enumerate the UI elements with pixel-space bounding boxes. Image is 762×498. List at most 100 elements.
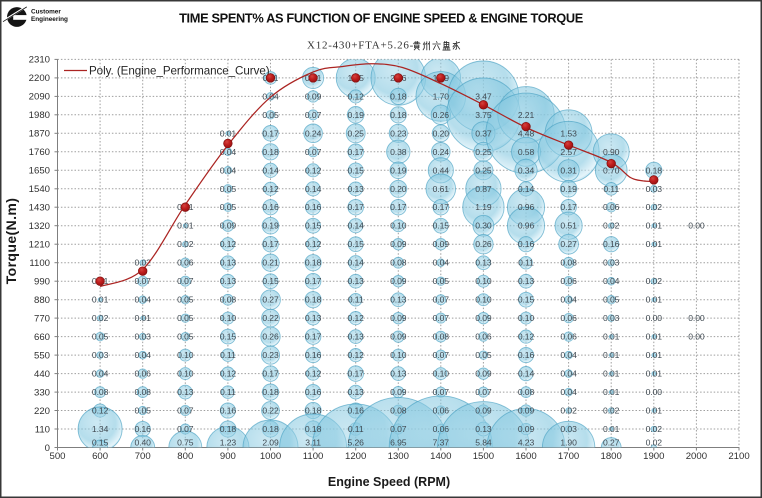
svg-text:880: 880 — [34, 295, 50, 306]
svg-text:0.16: 0.16 — [305, 387, 322, 397]
svg-text:0.10: 0.10 — [475, 295, 492, 305]
svg-text:6.95: 6.95 — [390, 437, 407, 447]
svg-text:0.18: 0.18 — [390, 110, 407, 120]
svg-text:0.16: 0.16 — [262, 202, 279, 212]
svg-text:0.13: 0.13 — [348, 276, 365, 286]
svg-text:0.04: 0.04 — [560, 295, 577, 305]
svg-text:2.57: 2.57 — [560, 147, 577, 157]
svg-text:0.12: 0.12 — [220, 239, 237, 249]
svg-text:0.01: 0.01 — [603, 424, 620, 434]
svg-text:0.10: 0.10 — [177, 350, 194, 360]
svg-text:0.12: 0.12 — [518, 332, 535, 342]
svg-text:800: 800 — [177, 451, 193, 462]
svg-text:0.13: 0.13 — [348, 387, 365, 397]
svg-text:1870: 1870 — [29, 129, 50, 140]
svg-text:900: 900 — [220, 451, 236, 462]
svg-text:1100: 1100 — [29, 258, 50, 269]
svg-text:0.00: 0.00 — [688, 313, 705, 323]
svg-text:660: 660 — [34, 332, 50, 343]
svg-text:0.01: 0.01 — [603, 387, 620, 397]
svg-text:1540: 1540 — [29, 184, 50, 195]
svg-text:0.04: 0.04 — [560, 350, 577, 360]
svg-text:0.07: 0.07 — [433, 350, 450, 360]
svg-text:0.08: 0.08 — [433, 332, 450, 342]
svg-text:0.12: 0.12 — [262, 184, 279, 194]
svg-text:0.04: 0.04 — [135, 350, 152, 360]
svg-text:0.96: 0.96 — [518, 202, 535, 212]
svg-text:TIME SPENT% AS FUNCTION OF ENG: TIME SPENT% AS FUNCTION OF ENGINE SPEED … — [179, 11, 584, 26]
svg-text:0.01: 0.01 — [646, 369, 663, 379]
svg-text:0.05: 0.05 — [177, 295, 194, 305]
svg-text:0.17: 0.17 — [262, 128, 279, 138]
svg-text:0.13: 0.13 — [390, 369, 407, 379]
svg-text:X12-430+FTA+5.26-: X12-430+FTA+5.26- — [307, 39, 414, 51]
svg-text:0.11: 0.11 — [603, 184, 619, 194]
svg-text:0.01: 0.01 — [92, 295, 109, 305]
svg-text:0.27: 0.27 — [560, 239, 577, 249]
svg-text:0.16: 0.16 — [518, 239, 535, 249]
svg-text:0.02: 0.02 — [603, 221, 620, 231]
svg-text:0.21: 0.21 — [262, 258, 279, 268]
svg-text:0.16: 0.16 — [518, 350, 535, 360]
svg-text:0.04: 0.04 — [603, 276, 620, 286]
svg-text:0.09: 0.09 — [518, 406, 535, 416]
svg-text:0.17: 0.17 — [433, 202, 450, 212]
svg-text:0.15: 0.15 — [305, 221, 322, 231]
svg-text:1.70: 1.70 — [433, 91, 450, 101]
svg-text:0.03: 0.03 — [92, 350, 109, 360]
svg-text:0.13: 0.13 — [348, 184, 365, 194]
svg-text:2090: 2090 — [29, 92, 50, 103]
svg-text:0.23: 0.23 — [390, 128, 407, 138]
svg-text:0.03: 0.03 — [560, 424, 577, 434]
svg-text:0.09: 0.09 — [390, 332, 407, 342]
svg-text:0.05: 0.05 — [177, 313, 194, 323]
svg-text:0.12: 0.12 — [305, 239, 322, 249]
svg-text:0.96: 0.96 — [518, 221, 535, 231]
svg-text:0.51: 0.51 — [560, 221, 577, 231]
svg-text:0.07: 0.07 — [177, 406, 194, 416]
svg-text:0.18: 0.18 — [262, 147, 279, 157]
svg-text:0.04: 0.04 — [220, 147, 237, 157]
svg-text:0.07: 0.07 — [135, 276, 152, 286]
svg-text:0.12: 0.12 — [220, 369, 237, 379]
svg-text:0.02: 0.02 — [560, 406, 577, 416]
svg-text:0.11: 0.11 — [348, 295, 364, 305]
svg-text:0.17: 0.17 — [560, 202, 577, 212]
svg-text:0.03: 0.03 — [603, 313, 620, 323]
svg-text:0.12: 0.12 — [305, 369, 322, 379]
svg-text:0.01: 0.01 — [646, 295, 663, 305]
svg-text:0.17: 0.17 — [262, 239, 279, 249]
svg-text:2000: 2000 — [686, 451, 707, 462]
svg-text:0.02: 0.02 — [135, 258, 152, 268]
svg-text:0.16: 0.16 — [220, 406, 237, 416]
svg-text:0.10: 0.10 — [390, 221, 407, 231]
svg-text:0.04: 0.04 — [560, 369, 577, 379]
svg-text:Poly. (Engine_Performance_Curv: Poly. (Engine_Performance_Curve) — [89, 65, 270, 78]
svg-text:0.10: 0.10 — [390, 350, 407, 360]
svg-text:0.09: 0.09 — [390, 276, 407, 286]
svg-text:0.15: 0.15 — [518, 295, 535, 305]
svg-text:0.10: 0.10 — [433, 369, 450, 379]
svg-text:0.05: 0.05 — [475, 350, 492, 360]
svg-text:0.26: 0.26 — [262, 332, 279, 342]
svg-text:0.25: 0.25 — [475, 165, 492, 175]
svg-text:3.47: 3.47 — [475, 91, 492, 101]
svg-text:0.18: 0.18 — [305, 406, 322, 416]
svg-text:0.07: 0.07 — [433, 295, 450, 305]
svg-text:0.15: 0.15 — [262, 276, 279, 286]
svg-text:0.12: 0.12 — [305, 165, 322, 175]
svg-text:0.25: 0.25 — [348, 128, 365, 138]
svg-text:0.18: 0.18 — [305, 258, 322, 268]
svg-text:1.90: 1.90 — [560, 437, 577, 447]
svg-text:0.10: 0.10 — [518, 313, 535, 323]
svg-text:0.12: 0.12 — [92, 406, 109, 416]
svg-text:0.01: 0.01 — [177, 221, 194, 231]
svg-text:0.09: 0.09 — [305, 91, 322, 101]
svg-text:0.07: 0.07 — [390, 424, 407, 434]
svg-text:0.01: 0.01 — [646, 350, 663, 360]
svg-text:0.01: 0.01 — [603, 350, 620, 360]
svg-text:0.06: 0.06 — [433, 406, 450, 416]
svg-text:1300: 1300 — [388, 451, 409, 462]
svg-text:0.30: 0.30 — [475, 221, 492, 231]
svg-text:0.09: 0.09 — [433, 239, 450, 249]
